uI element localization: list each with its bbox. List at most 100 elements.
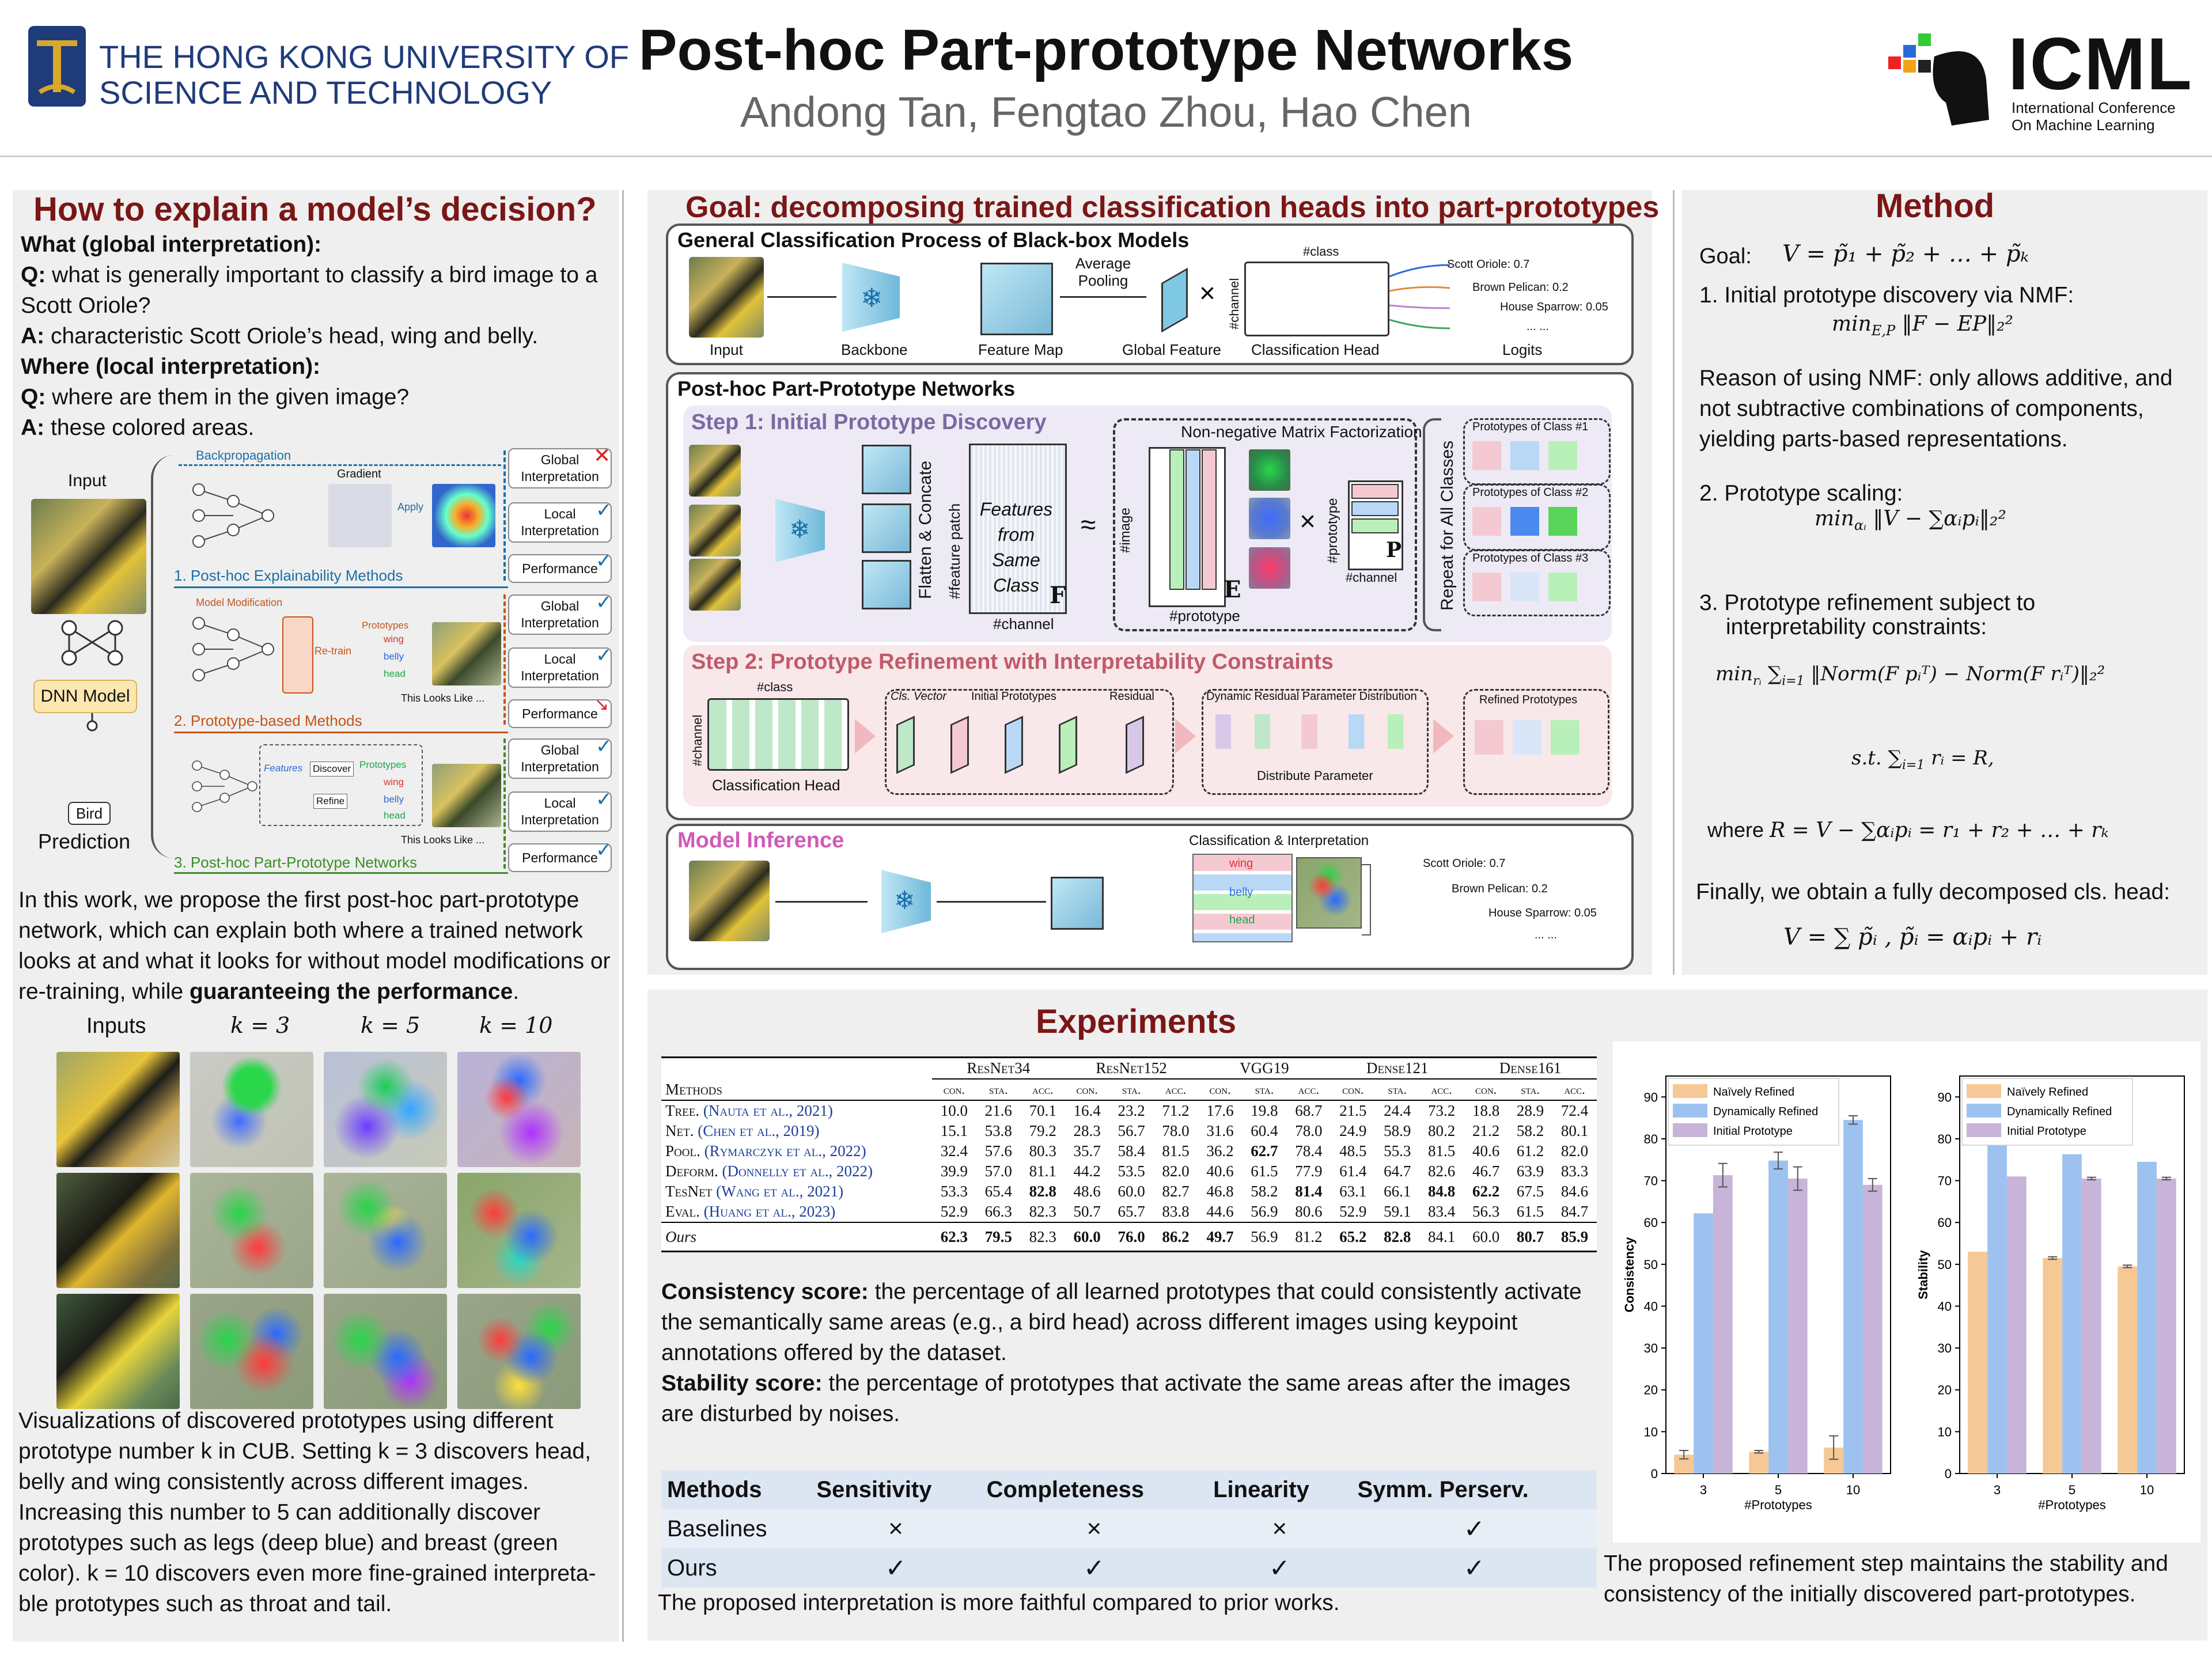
- table-row: Pool. (Rymarczyk et al., 2022) 32.4 57.6 80…: [661, 1141, 1597, 1161]
- table-subheader: sta.: [1388, 1082, 1407, 1097]
- props-table: Methods Sensitivity Completeness Linearity S…: [661, 1470, 1597, 1588]
- gp-cls-head: [1244, 262, 1389, 336]
- legend-swatch: [1967, 1123, 2001, 1137]
- protos-class1-label: Prototypes of Class #1: [1472, 421, 1589, 433]
- vis-k3-1: [190, 1052, 313, 1167]
- table-subheader: acc.: [1431, 1082, 1452, 1097]
- nmf-bird-2: [1249, 498, 1290, 539]
- fig-head-2: head: [384, 668, 406, 679]
- left-qa: What (global interpretation): Q: what is…: [21, 229, 614, 443]
- gp-channel-hash[interactable]: #channel: [1227, 278, 1241, 329]
- fig-backprop-label: Backpropagation: [196, 448, 291, 463]
- experiments-title: Experiments: [1036, 1003, 1237, 1040]
- legend-label: Naïvely Refined: [1713, 1086, 1794, 1099]
- consistency-paragraph: Consistency score: the percentage of all…: [661, 1277, 1594, 1429]
- inf-arrow-1: [775, 901, 868, 903]
- y-tick-label: 10: [1938, 1425, 1952, 1439]
- x-axis-label: #Prototypes: [1744, 1498, 1812, 1512]
- fig-bird-box: Bird: [68, 802, 111, 825]
- table-cell: 61.4: [1339, 1162, 1367, 1180]
- method-name: Pool.: [665, 1142, 704, 1160]
- table-cell: 64.7: [1384, 1162, 1411, 1180]
- table-cell: 31.6: [1206, 1122, 1234, 1139]
- table-group-row: ResNet34 ResNet152 VGG19 Dense121 Dense1…: [661, 1057, 1597, 1080]
- gp-logit-4: ... ...: [1527, 320, 1549, 333]
- inf-arrow-2: [937, 901, 1046, 903]
- table-cell: 62.7: [1251, 1142, 1278, 1160]
- step2-refined-bars: [1475, 720, 1590, 755]
- table-cell: 81.1: [1029, 1162, 1056, 1180]
- table-cell: 60.4: [1251, 1122, 1278, 1139]
- y-tick-label: 0: [1945, 1467, 1952, 1481]
- methods-comparison-figure: Input DNN Model Bird Prediction Backprop…: [17, 444, 616, 881]
- y-axis-label: Consistency: [1622, 1237, 1637, 1313]
- table-cell: 40.6: [1472, 1142, 1500, 1160]
- gp-class-hash: #class: [1303, 244, 1339, 259]
- table-cell: 56.9: [1251, 1203, 1278, 1220]
- table-cell: 60.0: [1073, 1228, 1101, 1245]
- nmf-proto-label: #prototype: [1325, 498, 1340, 563]
- nmf-P-label: P: [1386, 538, 1402, 562]
- method-reason: Reason of using NMF: only allows additiv…: [1699, 366, 2173, 452]
- vis-grid: [56, 1052, 581, 1409]
- nmf-E-label: E: [1224, 576, 1241, 603]
- x-tick-label: 10: [1846, 1483, 1860, 1497]
- method-final: Finally, we obtain a fully decomposed cl…: [1696, 880, 2171, 904]
- bar: [1843, 1120, 1863, 1474]
- legend-label: Dynamically Refined: [2007, 1105, 2112, 1118]
- table-cell: 66.1: [1384, 1183, 1411, 1200]
- gp-avgpool-label: Average Pooling: [1075, 255, 1131, 289]
- table-cell: 78.0: [1295, 1122, 1323, 1139]
- fig-divider-1: [174, 586, 508, 588]
- q1-label: Q:: [21, 263, 46, 287]
- table-cell: 46.7: [1472, 1162, 1500, 1180]
- table-cell: 15.1: [940, 1122, 968, 1139]
- table-row: Net. (Chen et al., 2019) 15.1 53.8 79.2 28.3…: [661, 1121, 1597, 1141]
- nmf-image-label: #image: [1118, 507, 1133, 553]
- bar: [2043, 1257, 2063, 1474]
- inf-stack-back: [1362, 864, 1371, 935]
- inf-stack: [1192, 854, 1293, 942]
- table-cell: 77.9: [1295, 1162, 1323, 1180]
- bar: [2118, 1266, 2138, 1474]
- step1-F-matrix: [969, 444, 1067, 614]
- table-cell: 53.8: [984, 1122, 1012, 1139]
- table-cell: 49.7: [1206, 1228, 1234, 1245]
- m3-local-box: Local Interpretation: [508, 791, 612, 832]
- icml-subtitle: International Conference On Machine Lear…: [2012, 99, 2176, 134]
- protos-class3-box: [1463, 550, 1611, 616]
- bar: [2156, 1178, 2176, 1474]
- vis-k10-1: [457, 1052, 581, 1167]
- y-tick-label: 40: [1938, 1299, 1952, 1313]
- inference-title: Model Inference: [677, 828, 844, 853]
- step2-arrow-1: [855, 719, 876, 753]
- table-cell: 81.5: [1428, 1142, 1456, 1160]
- m1-performance-check-icon: ✓: [596, 550, 612, 572]
- step1-img-2: [689, 505, 741, 556]
- nmf-times-icon: ×: [1300, 506, 1316, 537]
- table-cell: 79.5: [984, 1228, 1012, 1245]
- fig-prediction-label: Prediction: [38, 830, 131, 853]
- table-cell: 70.1: [1029, 1102, 1056, 1119]
- table-cell: 83.3: [1560, 1162, 1589, 1180]
- method-title: Method: [1876, 187, 1995, 225]
- fig-dashed-frame-3: [259, 744, 423, 826]
- m1-local-check-icon: ✓: [596, 499, 612, 521]
- table-cell: 57.6: [984, 1142, 1012, 1160]
- y-tick-label: 0: [1651, 1467, 1658, 1481]
- step2-dyn-frame: [1202, 689, 1429, 795]
- bar: [1787, 1178, 1808, 1474]
- step2-refined-frame: [1463, 689, 1609, 795]
- method-final-eq: V = ∑ p̃ᵢ , p̃ᵢ = αᵢpᵢ + rᵢ: [1783, 924, 2042, 950]
- m3-local-check-icon: ✓: [596, 789, 612, 810]
- fig-belly-2: belly: [384, 651, 404, 662]
- step1-cube-2: [862, 503, 911, 553]
- y-tick-label: 60: [1938, 1215, 1952, 1230]
- fig-side-line-2: [503, 594, 506, 725]
- protos-class2-bars: [1472, 507, 1588, 536]
- bar: [2006, 1176, 2027, 1474]
- ours-label: Ours: [665, 1228, 697, 1245]
- gp-backbone-label: Backbone: [841, 341, 908, 358]
- table-subheader: acc.: [1032, 1082, 1054, 1097]
- table-cell: 81.4: [1295, 1183, 1323, 1200]
